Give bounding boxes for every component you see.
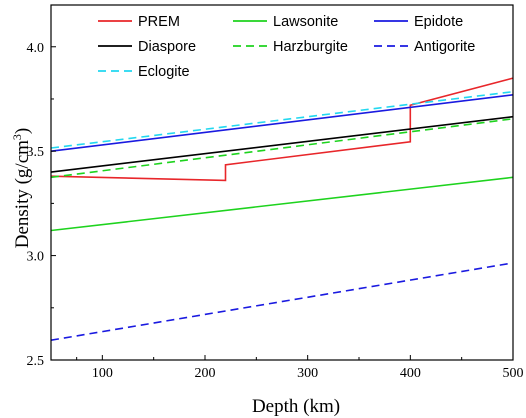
x-tick-label: 200 (195, 366, 216, 381)
y-axis-title-main: Density (g/cm (12, 140, 33, 248)
legend-label-epidote: Epidote (414, 14, 463, 30)
plot-frame (50, 4, 514, 361)
legend-label-lawsonite: Lawsonite (273, 14, 338, 30)
y-axis-title-close: ) (12, 128, 33, 134)
series-layer (50, 77, 514, 341)
y-tick-label: 2.5 (27, 354, 45, 369)
legend-label-antigorite: Antigorite (414, 39, 475, 55)
legend-label-harzburgite: Harzburgite (273, 39, 348, 55)
legend: PREM Lawsonite Epidote Diaspore Harzburgite A… (98, 14, 475, 80)
y-tick-label: 3.5 (27, 145, 45, 160)
y-tick-label: 3.0 (27, 250, 45, 265)
series-line-epidote (50, 94, 514, 152)
series-line-eclogite (50, 90, 514, 149)
x-tick-label: 300 (297, 366, 318, 381)
x-tick-label: 500 (503, 366, 524, 381)
legend-label-prem: PREM (138, 14, 180, 30)
series-line-lawsonite (50, 176, 514, 232)
series-line-diaspore (50, 115, 514, 173)
axis-ticks: 100 200 300 400 500 2.5 3.0 3.5 4.0 (27, 41, 524, 381)
x-axis-title: Depth (km) (252, 396, 340, 417)
legend-label-eclogite: Eclogite (138, 64, 190, 80)
x-tick-label: 400 (400, 366, 421, 381)
series-line-prem (50, 77, 514, 182)
series-line-harzburgite (50, 118, 514, 179)
x-tick-label: 100 (92, 366, 113, 381)
series-line-antigorite (50, 262, 514, 341)
y-tick-label: 4.0 (27, 41, 45, 56)
y-axis-title: Density (g/cm3) (10, 128, 33, 249)
legend-label-diaspore: Diaspore (138, 39, 196, 55)
y-axis-title-superscript: 3 (10, 134, 24, 140)
